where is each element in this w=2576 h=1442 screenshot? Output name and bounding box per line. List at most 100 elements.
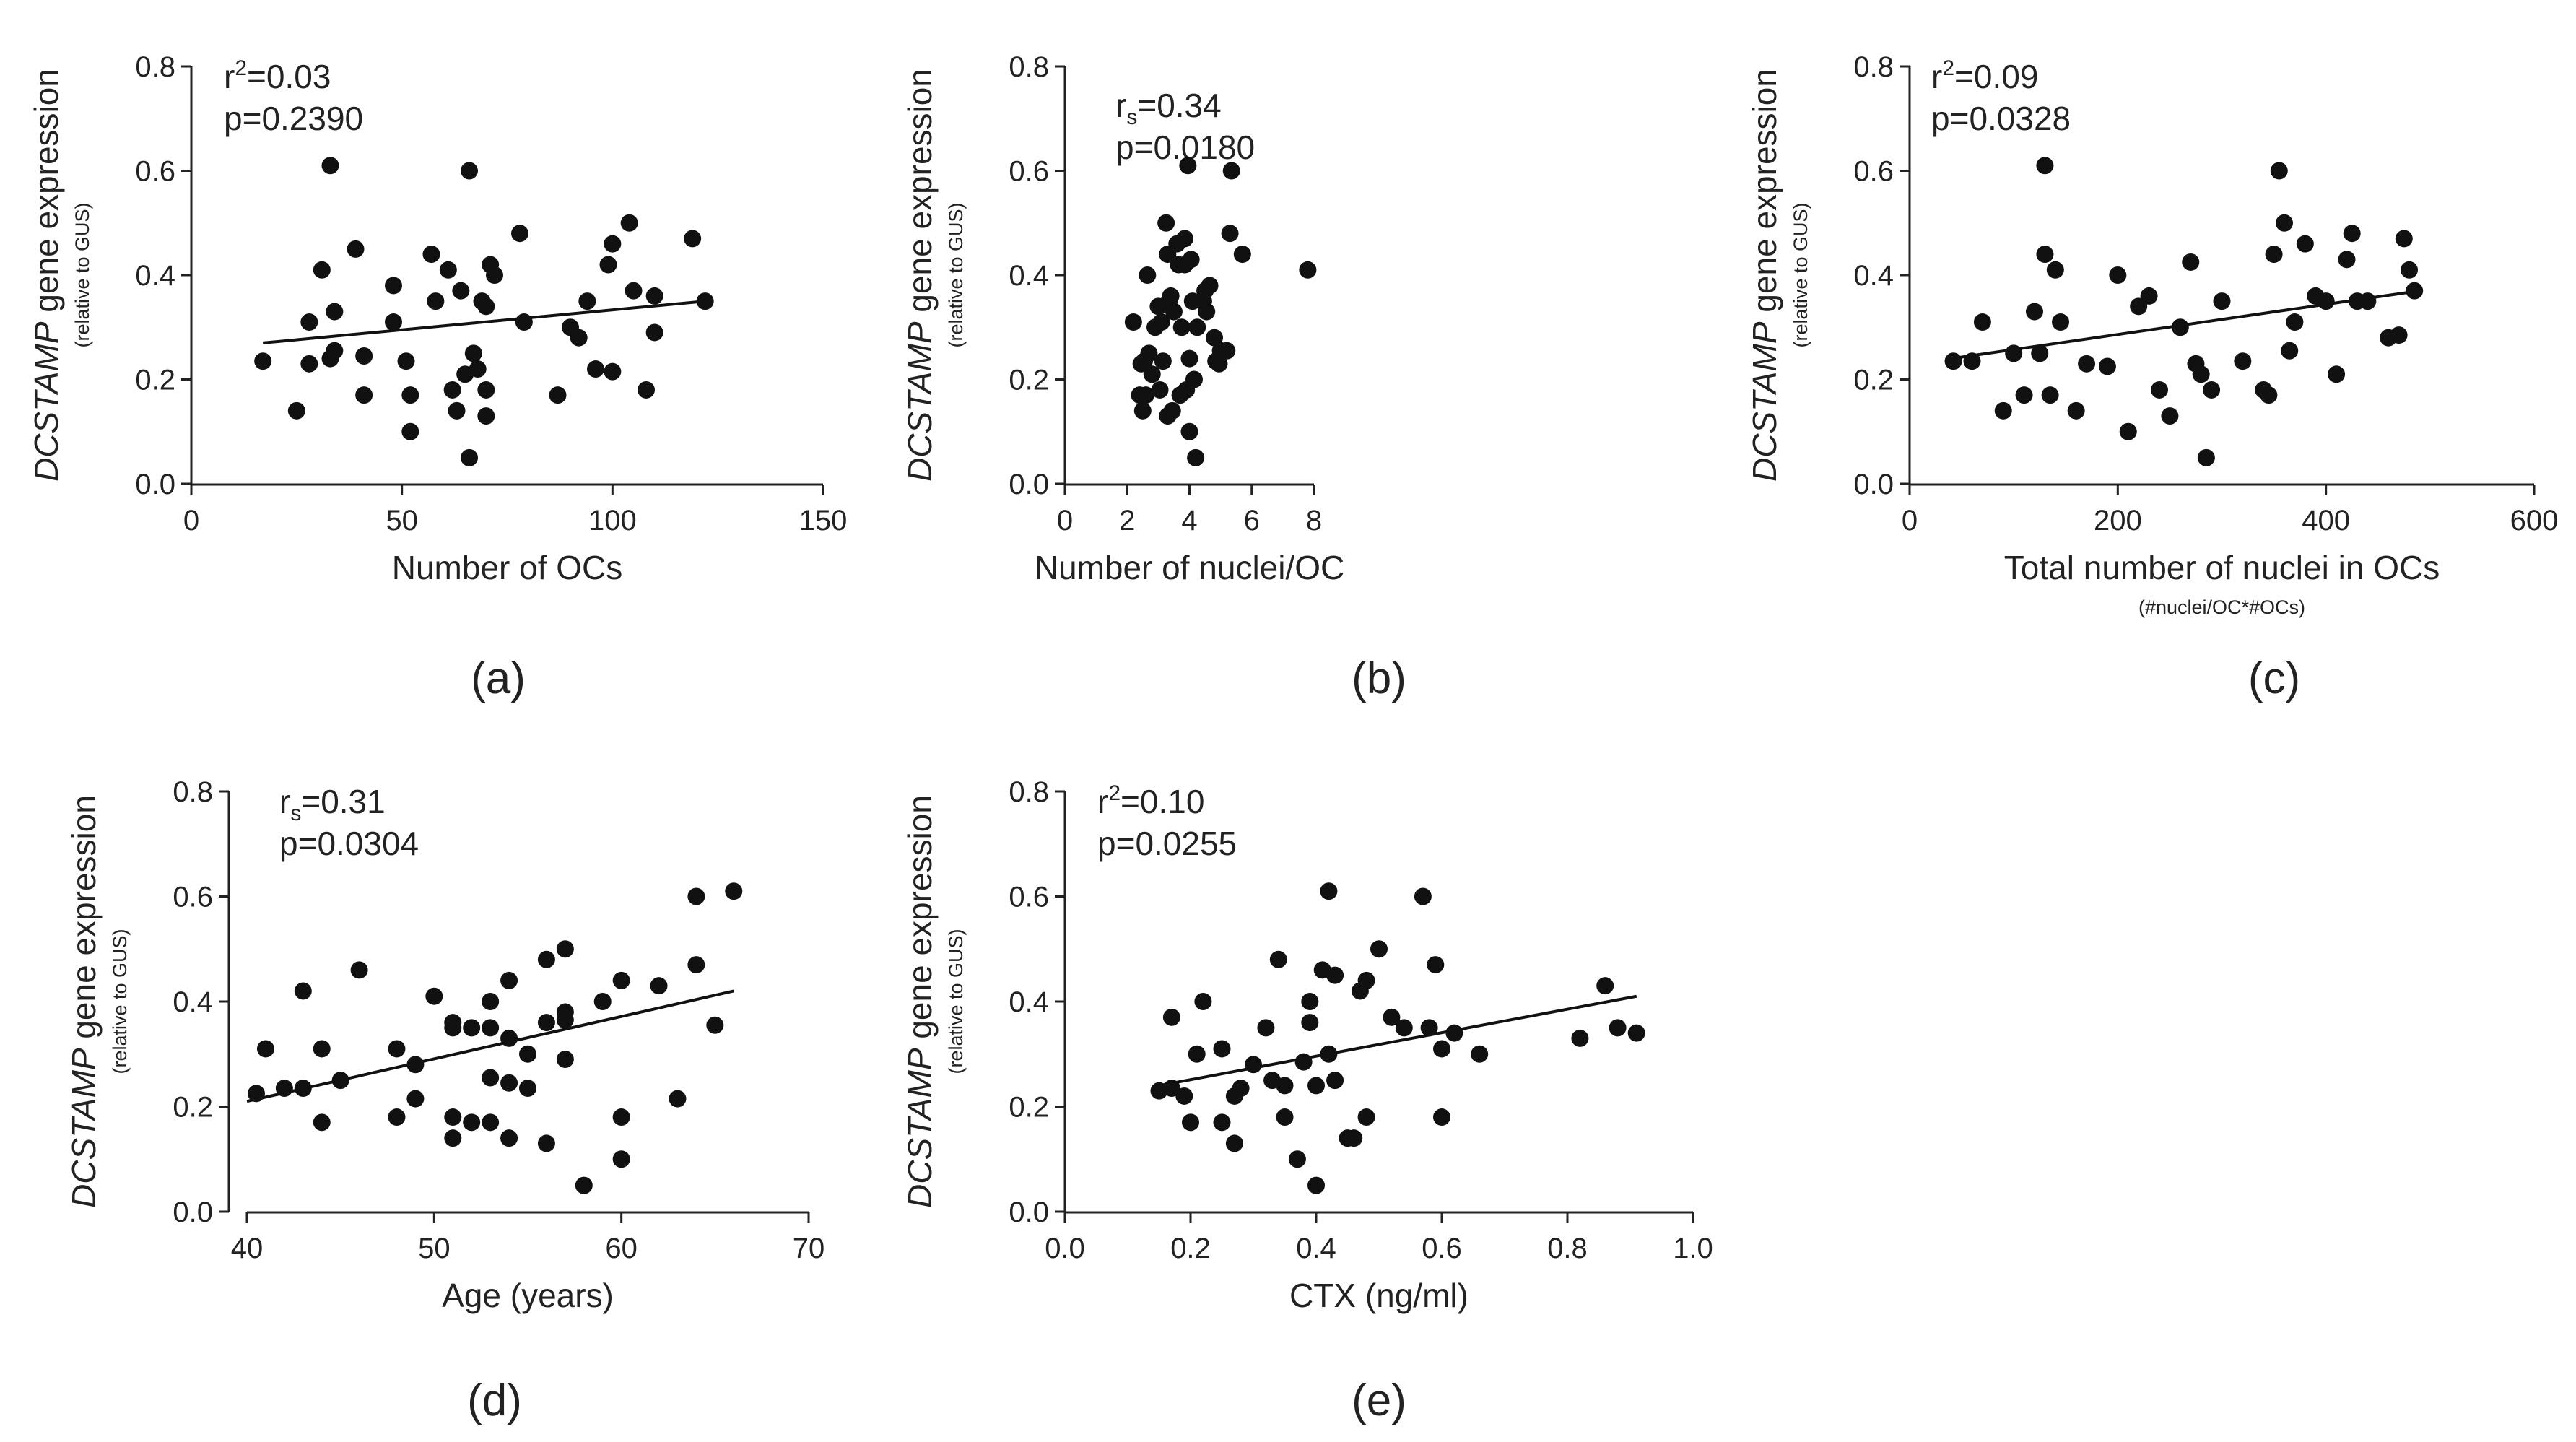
data-point xyxy=(2395,230,2413,248)
data-point xyxy=(469,360,487,378)
data-point xyxy=(463,1019,481,1037)
x-axis-sublabel: (#nuclei/OC*#OCs) xyxy=(2138,596,2305,618)
x-tick-label: 0 xyxy=(1057,505,1073,537)
data-point xyxy=(1206,329,1223,347)
data-point xyxy=(443,381,461,399)
data-point xyxy=(1963,352,1981,370)
x-tick-label: 2 xyxy=(1119,505,1135,537)
data-point xyxy=(2015,386,2033,404)
data-point xyxy=(425,987,443,1005)
data-point xyxy=(612,1108,630,1126)
y-tick-label: 0.2 xyxy=(173,1092,213,1124)
data-point xyxy=(2036,246,2054,264)
data-point xyxy=(604,235,622,253)
data-point xyxy=(2182,253,2200,271)
x-axis-label: Total number of nuclei in OCs xyxy=(2004,549,2440,586)
data-point xyxy=(452,282,470,300)
panel-label: (e) xyxy=(1352,1376,1406,1425)
panel-label: (a) xyxy=(471,653,526,703)
data-point xyxy=(1143,365,1161,383)
data-point xyxy=(444,1129,462,1147)
data-point xyxy=(482,1113,500,1132)
y-axis-gene: DCSTAMP xyxy=(1746,321,1783,482)
data-point xyxy=(2328,365,2346,383)
data-point xyxy=(2343,225,2361,243)
data-point xyxy=(1188,318,1206,336)
data-point xyxy=(2067,401,2085,420)
panel-label: (d) xyxy=(467,1376,522,1425)
data-point xyxy=(313,1113,331,1132)
x-tick-label: 0.6 xyxy=(1422,1233,1462,1264)
y-tick-label: 0.4 xyxy=(1009,260,1049,292)
panel-e: 0.0 0.2 0.4 0.6 0.8 0.0 0.2 0.4 0.6 0.8 1.0 CTX (ng… xyxy=(901,776,1713,1425)
x-tick-label: 400 xyxy=(2302,505,2350,537)
data-point xyxy=(2046,261,2064,279)
data-point xyxy=(331,1072,349,1090)
data-point xyxy=(1288,1150,1306,1168)
data-point xyxy=(2213,292,2231,310)
data-point xyxy=(1307,1077,1325,1095)
data-point xyxy=(537,950,555,968)
data-point xyxy=(388,1040,406,1058)
data-point xyxy=(500,971,518,989)
y-axis-gene: DCSTAMP xyxy=(65,1048,103,1208)
x-tick-label: 60 xyxy=(605,1233,638,1264)
data-point xyxy=(1179,157,1197,175)
data-point xyxy=(1162,1008,1180,1026)
data-point xyxy=(1294,1053,1313,1071)
data-point xyxy=(2276,214,2293,232)
data-point xyxy=(406,1056,425,1074)
y-tick-label: 0.0 xyxy=(135,469,175,500)
stat-correlation: rs=0.34 xyxy=(1115,87,1222,129)
stat-pvalue: p=0.2390 xyxy=(224,100,363,137)
y-tick-label: 0.2 xyxy=(1009,365,1049,396)
y-tick-label: 0.6 xyxy=(135,156,175,188)
data-point xyxy=(2119,422,2137,440)
data-point xyxy=(482,993,500,1010)
data-point xyxy=(388,1108,406,1126)
data-point xyxy=(1320,1045,1338,1063)
data-point xyxy=(385,277,402,295)
data-point xyxy=(1180,349,1198,368)
data-point xyxy=(1188,1045,1206,1063)
stat-correlation: r2=0.10 xyxy=(1097,781,1204,820)
data-point xyxy=(1944,352,1962,370)
data-point xyxy=(401,422,419,440)
data-point xyxy=(2265,246,2283,264)
panel-label: (c) xyxy=(2248,653,2300,703)
y-tick-label: 0.8 xyxy=(1009,51,1049,83)
data-point xyxy=(347,240,365,258)
data-point xyxy=(313,261,331,279)
data-point xyxy=(1307,1176,1325,1194)
data-point xyxy=(2036,157,2054,175)
data-point xyxy=(500,1129,518,1147)
data-point xyxy=(2078,355,2096,373)
x-tick-label: 70 xyxy=(793,1233,825,1264)
x-tick-label: 0.2 xyxy=(1170,1233,1211,1264)
data-point xyxy=(463,1113,481,1132)
x-tick-label: 0 xyxy=(1902,505,1918,537)
data-point xyxy=(1187,448,1205,466)
data-point xyxy=(1571,1029,1589,1047)
data-point xyxy=(1433,1108,1450,1126)
data-point xyxy=(604,362,622,381)
data-point xyxy=(1185,370,1203,388)
panel-c: 0.0 0.2 0.4 0.6 0.8 0 200 400 600 Total number of… xyxy=(1746,51,2558,703)
y-axis-label: DCSTAMP gene expression xyxy=(1746,69,1783,482)
data-point xyxy=(1383,1008,1401,1026)
y-axis-label: DCSTAMP gene expression xyxy=(901,69,939,482)
data-point xyxy=(448,401,466,420)
y-axis-sublabel: (relative to GUS) xyxy=(945,202,967,347)
y-tick-label: 0.2 xyxy=(1853,365,1894,396)
x-tick-label: 8 xyxy=(1306,505,1322,537)
data-point xyxy=(612,971,630,989)
stat-pvalue: p=0.0255 xyxy=(1097,825,1237,862)
data-point xyxy=(2031,344,2049,362)
data-point xyxy=(706,1016,724,1034)
data-point xyxy=(1222,162,1240,180)
data-point xyxy=(1299,261,1317,279)
data-point xyxy=(2406,282,2424,300)
data-point xyxy=(2286,313,2304,331)
y-axis-label-rest: gene expression xyxy=(1746,69,1783,321)
